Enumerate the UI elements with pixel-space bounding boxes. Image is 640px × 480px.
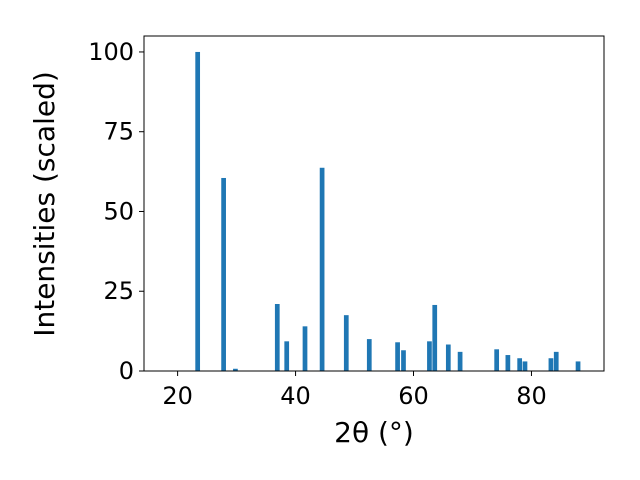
bar-8 xyxy=(366,339,372,371)
bar-0 xyxy=(195,51,201,371)
bar-13 xyxy=(445,344,451,371)
bar-9 xyxy=(395,342,400,371)
bar-2 xyxy=(233,368,238,371)
bar-17 xyxy=(517,358,523,371)
bar-7 xyxy=(343,315,349,371)
bar-4 xyxy=(284,341,290,371)
y-tick-label-4: 100 xyxy=(88,38,134,66)
bar-5 xyxy=(302,326,308,371)
y-axis-label: Intensities (scaled) xyxy=(28,71,61,337)
y-axis-ticks: 0 25 50 75 100 xyxy=(88,38,144,385)
x-axis-ticks: 20 40 60 80 xyxy=(162,371,547,410)
bars-group xyxy=(195,51,581,371)
bar-19 xyxy=(548,358,554,371)
bar-6 xyxy=(319,167,325,371)
bar-11 xyxy=(427,341,432,371)
bar-1 xyxy=(221,177,226,371)
x-tick-label-1: 40 xyxy=(280,382,311,410)
y-tick-label-1: 25 xyxy=(103,277,134,305)
x-tick-label-2: 60 xyxy=(398,382,429,410)
bar-10 xyxy=(401,350,406,371)
bar-18 xyxy=(522,361,528,371)
y-tick-label-3: 75 xyxy=(103,118,134,146)
bar-12 xyxy=(432,304,438,371)
y-tick-label-2: 50 xyxy=(103,197,134,225)
bar-20 xyxy=(553,351,559,371)
x-tick-label-0: 20 xyxy=(162,382,193,410)
bar-14 xyxy=(457,351,463,371)
y-tick-label-0: 0 xyxy=(119,357,134,385)
bar-16 xyxy=(505,355,511,371)
bar-15 xyxy=(494,349,500,371)
plot-frame xyxy=(143,35,605,372)
bar-3 xyxy=(274,304,280,371)
bar-21 xyxy=(575,361,581,371)
x-axis-label: 2θ (°) xyxy=(334,416,414,449)
x-tick-label-3: 80 xyxy=(516,382,547,410)
